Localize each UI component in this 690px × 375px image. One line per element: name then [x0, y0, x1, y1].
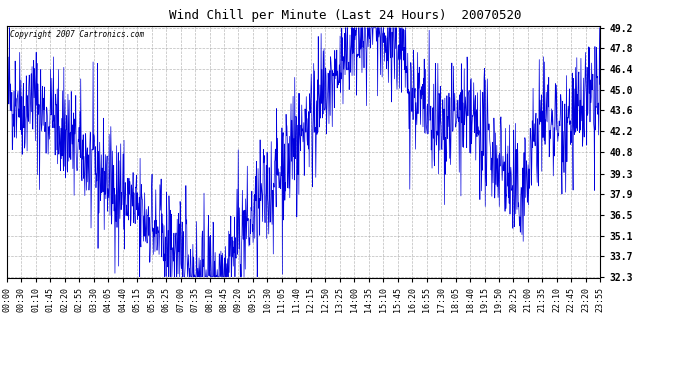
Text: Wind Chill per Minute (Last 24 Hours)  20070520: Wind Chill per Minute (Last 24 Hours) 20…	[169, 9, 521, 22]
Text: Copyright 2007 Cartronics.com: Copyright 2007 Cartronics.com	[10, 30, 144, 39]
